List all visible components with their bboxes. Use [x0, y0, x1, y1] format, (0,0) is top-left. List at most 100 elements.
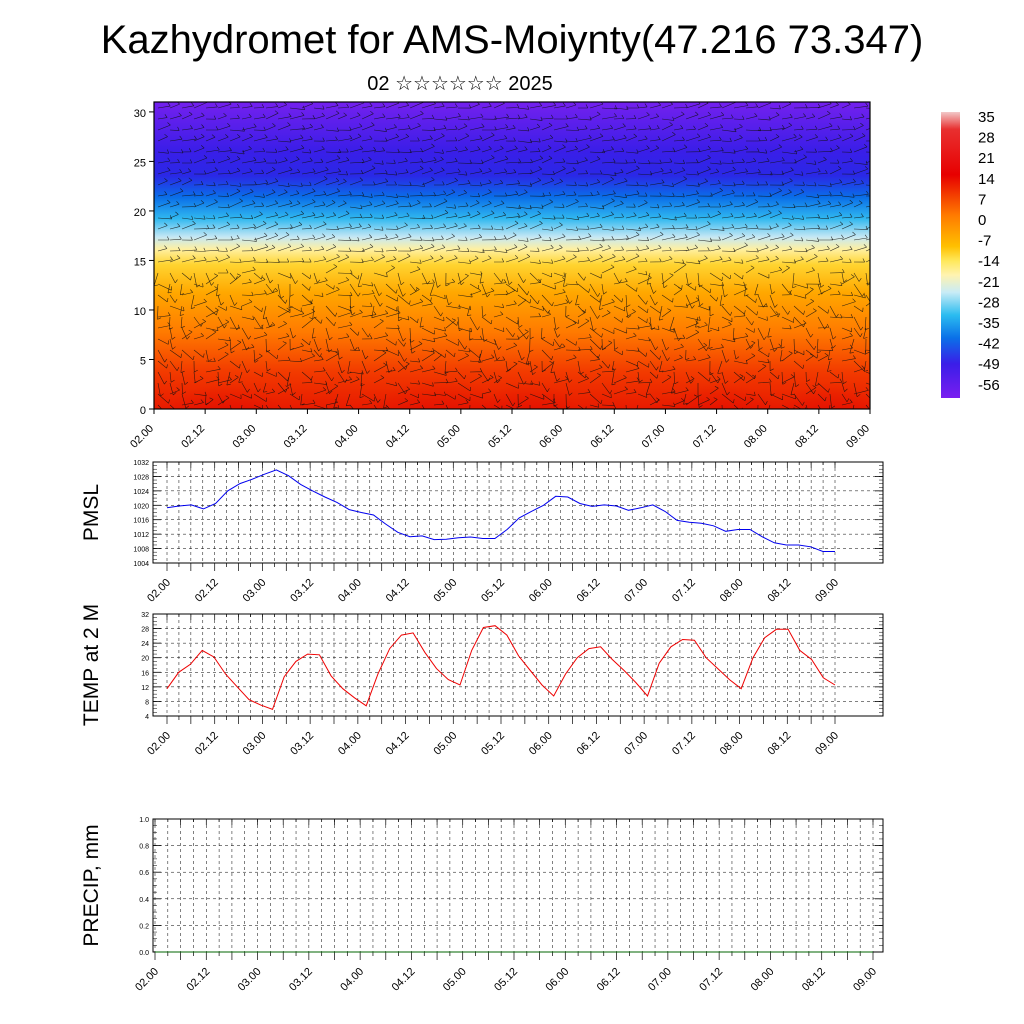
x-tick-label: 04.00 — [336, 577, 364, 605]
y-tick-label: 1012 — [133, 532, 149, 539]
colorbar-label: -56 — [978, 377, 1000, 394]
x-tick-label: 03.00 — [241, 577, 269, 605]
y-tick-label: 1020 — [133, 503, 149, 510]
y-tick-label: 1028 — [133, 474, 149, 481]
y-tick-label: 4 — [145, 714, 149, 721]
colorbar-label: -42 — [978, 336, 1000, 353]
cross-section-panel: 0 5 10 15 20 25 30 02.00 02.12 03.00 03.12 04.00 04… — [128, 101, 872, 451]
y-tick-label: 28 — [141, 627, 149, 634]
x-tick-label: 06.00 — [543, 966, 571, 994]
x-tick-label: 03.12 — [287, 966, 315, 994]
x-tick-label: 08.00 — [749, 966, 777, 994]
x-tick-label: 07.00 — [622, 577, 650, 605]
colorbar-label: -7 — [978, 233, 991, 250]
y-tick-label: 1.0 — [139, 817, 149, 824]
y-tick-label: 1024 — [133, 489, 149, 496]
x-tick-label: 09.00 — [813, 730, 841, 758]
y-tick-label: 32 — [141, 612, 149, 619]
x-tick-label: 08.12 — [793, 423, 821, 451]
y-tick-label: 8 — [145, 699, 149, 706]
temp-panel: 4 8 12 16 20 24 28 32 02.00 02.12 03.00 03.12 04.00 0… — [80, 604, 884, 758]
x-tick-label: 04.00 — [333, 423, 361, 451]
x-tick-label: 08.12 — [765, 730, 793, 758]
colorbar-label: -35 — [978, 315, 1000, 332]
y-tick-label: 1016 — [133, 518, 149, 525]
x-tick-label: 06.12 — [575, 577, 603, 605]
x-tick-label: 05.00 — [441, 966, 469, 994]
x-tick-label: 06.00 — [537, 423, 565, 451]
colorbar-label: 28 — [978, 130, 995, 147]
x-tick-label: 04.12 — [390, 966, 418, 994]
y-tick-label: 25 — [134, 157, 146, 169]
precip-panel: 0.0 0.2 0.4 0.6 0.8 1.0 02.00 02.12 03.00 03.12 04… — [80, 817, 884, 994]
x-tick-label: 08.12 — [765, 577, 793, 605]
x-tick-label: 03.12 — [288, 730, 316, 758]
colorbar-label: 21 — [978, 150, 995, 167]
x-tick-label: 08.00 — [742, 423, 770, 451]
y-axis-label: TEMP at 2 M — [80, 604, 103, 726]
y-tick-label: 12 — [141, 685, 149, 692]
x-tick-label: 02.12 — [179, 423, 207, 451]
panel-frame — [152, 818, 884, 953]
y-axis-label: PRECIP, mm — [80, 824, 103, 946]
x-tick-label: 09.00 — [851, 966, 879, 994]
y-tick-label: 1008 — [133, 547, 149, 554]
x-tick-label: 05.00 — [431, 730, 459, 758]
x-tick-label: 02.12 — [184, 966, 212, 994]
cross-section-x-axis: 02.00 02.12 03.00 03.12 04.00 04.12 05.00 05.12… — [128, 409, 872, 451]
x-tick-label: 03.00 — [230, 423, 258, 451]
x-tick-label: 04.00 — [336, 730, 364, 758]
x-tick-label: 06.00 — [527, 577, 555, 605]
x-tick-label: 09.00 — [813, 577, 841, 605]
x-tick-label: 03.12 — [282, 423, 310, 451]
colorbar-label: -14 — [978, 253, 1000, 270]
y-tick-label: 0.6 — [139, 870, 149, 877]
y-tick-label: 20 — [141, 656, 149, 663]
x-tick-label: 05.12 — [479, 577, 507, 605]
x-tick-label: 08.00 — [718, 730, 746, 758]
colorbar-label: -28 — [978, 294, 1000, 311]
x-tick-label: 06.12 — [588, 423, 616, 451]
y-tick-label: 5 — [140, 355, 146, 367]
y-tick-label: 30 — [134, 108, 146, 120]
y-tick-label: 15 — [134, 256, 146, 268]
x-tick-label: 04.12 — [384, 730, 412, 758]
y-axis-label: PMSL — [80, 484, 103, 541]
x-tick-label: 03.12 — [288, 577, 316, 605]
x-tick-label: 02.00 — [145, 577, 173, 605]
colorbar-label: -49 — [978, 356, 1000, 373]
x-tick-label: 09.00 — [844, 423, 872, 451]
x-tick-label: 07.12 — [670, 577, 698, 605]
x-tick-label: 02.00 — [128, 423, 156, 451]
x-tick-label: 05.12 — [492, 966, 520, 994]
y-tick-label: 0.2 — [139, 923, 149, 930]
y-tick-label: 1004 — [133, 561, 149, 568]
series-line — [166, 469, 835, 552]
wind-barbs — [154, 102, 870, 409]
series-line — [166, 625, 836, 711]
x-tick-label: 07.12 — [691, 423, 719, 451]
x-tick-label: 02.00 — [133, 966, 161, 994]
colorbar-bar — [941, 112, 960, 398]
y-tick-label: 10 — [134, 306, 146, 318]
x-tick-label: 08.12 — [800, 966, 828, 994]
y-tick-label: 0.8 — [139, 844, 149, 851]
pmsl-panel: 1004 1008 1012 1016 1020 1024 1028 1032 02.00 02.… — [80, 460, 884, 605]
colorbar-label: 0 — [978, 212, 986, 229]
x-tick-label: 07.00 — [646, 966, 674, 994]
x-tick-label: 08.00 — [718, 577, 746, 605]
x-tick-label: 06.00 — [527, 730, 555, 758]
x-tick-label: 03.00 — [236, 966, 264, 994]
y-tick-label: 1032 — [133, 460, 149, 467]
x-tick-label: 07.12 — [697, 966, 725, 994]
x-tick-label: 05.12 — [479, 730, 507, 758]
y-tick-label: 16 — [141, 670, 149, 677]
y-tick-label: 0 — [140, 405, 146, 417]
x-tick-label: 04.00 — [338, 966, 366, 994]
x-tick-label: 05.00 — [435, 423, 463, 451]
colorbar-label: -21 — [978, 274, 1000, 291]
colorbar-labels: 35 28 21 14 7 0 -7 -14 -21 -28 -35 -42 -49 -56 — [978, 109, 1000, 394]
y-tick-label: 20 — [134, 207, 146, 219]
x-tick-label: 02.12 — [193, 730, 221, 758]
